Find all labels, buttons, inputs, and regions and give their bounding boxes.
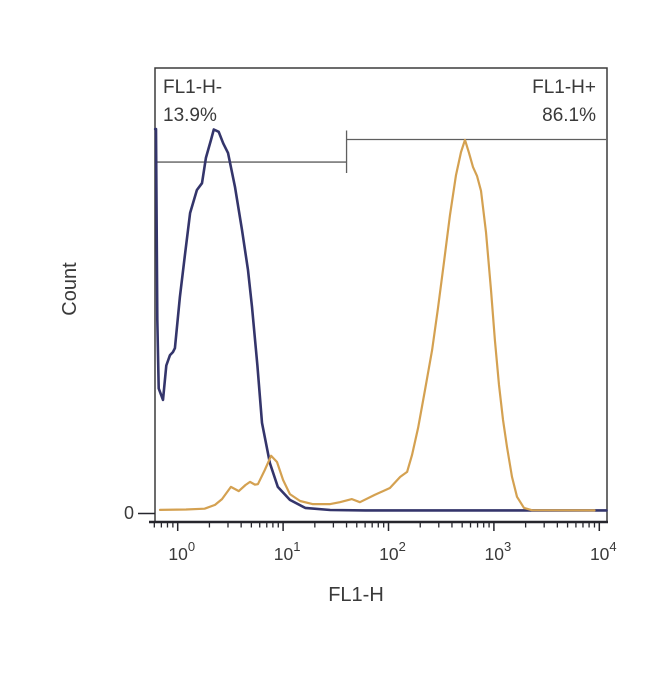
y-axis-zero-label: 0 [124, 503, 134, 523]
gate-negative-label: FL1-H- [163, 77, 222, 98]
gate-positive-label: FL1-H+ [532, 77, 596, 98]
x-axis-ticks: 100 101 102 103 104 [153, 522, 617, 564]
negative-population-curve [153, 127, 608, 512]
x-tick-label-10e1: 101 [274, 539, 301, 564]
positive-population-curve [158, 138, 596, 512]
x-tick-label-10e2: 102 [379, 539, 406, 564]
x-axis-title: FL1-H [328, 584, 384, 606]
plot-frame [154, 67, 608, 523]
population-curves [153, 127, 608, 512]
y-axis-title: Count [59, 262, 81, 316]
gate-lines [155, 130, 606, 173]
gate-negative-percent: 13.9% [163, 105, 217, 126]
gate-positive-percent: 86.1% [542, 105, 596, 126]
x-tick-label-10e3: 103 [485, 539, 512, 564]
x-tick-label-10e4: 104 [590, 539, 617, 564]
x-tick-label-10e0: 100 [168, 539, 195, 564]
